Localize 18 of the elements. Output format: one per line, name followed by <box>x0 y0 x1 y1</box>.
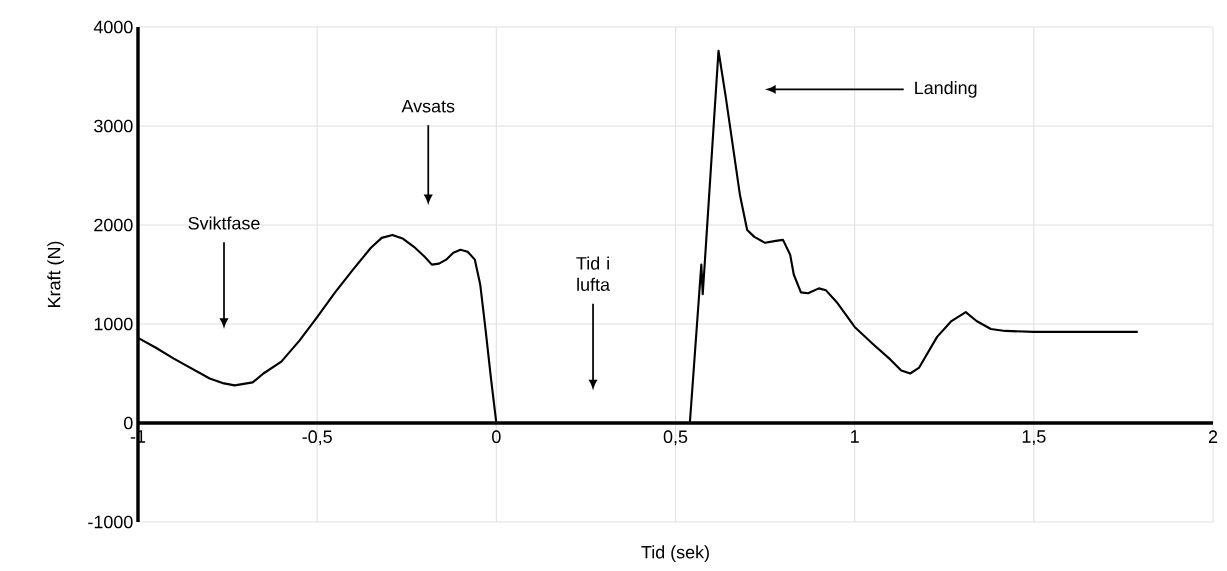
y-tick-label: 2000 <box>94 218 133 232</box>
y-tick-label: 3000 <box>94 119 133 133</box>
x-axis-title: Tid (sek) <box>641 545 709 563</box>
annotation: Tid i lufta <box>576 256 610 291</box>
annotation: Sviktfase <box>188 216 260 230</box>
x-tick-label: -0,5 <box>302 430 332 446</box>
y-tick-label: -1000 <box>88 515 133 529</box>
y-axis-title: Kraft (N) <box>47 241 64 307</box>
x-tick-label: 2 <box>1208 430 1218 443</box>
x-tick-label: 1,5 <box>1022 430 1046 445</box>
x-tick-label: 0 <box>492 430 501 444</box>
annotation: Avsats <box>401 100 455 113</box>
y-tick-label: 4000 <box>93 20 133 34</box>
x-tick-label: 0,5 <box>663 430 688 446</box>
x-tick-label: 1 <box>851 430 859 443</box>
y-tick-label: 1000 <box>94 317 133 331</box>
y-tick-label: 0 <box>124 416 133 430</box>
annotation: Landing <box>915 81 977 98</box>
